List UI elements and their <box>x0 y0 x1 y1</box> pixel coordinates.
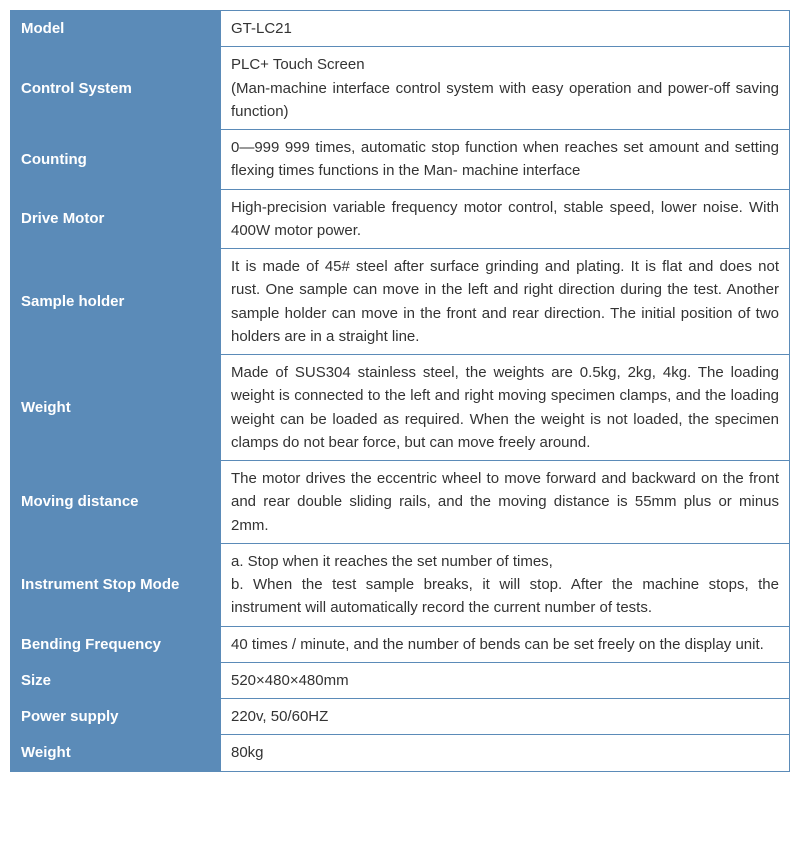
row-label: Sample holder <box>11 249 221 355</box>
row-label: Model <box>11 11 221 47</box>
table-row: Sample holderIt is made of 45# steel aft… <box>11 249 790 355</box>
table-row: WeightMade of SUS304 stainless steel, th… <box>11 355 790 461</box>
spec-table-body: ModelGT-LC21 Control SystemPLC+ Touch Sc… <box>11 11 790 772</box>
row-label: Power supply <box>11 699 221 735</box>
row-value: High-precision variable frequency motor … <box>221 189 790 249</box>
table-row: Drive MotorHigh-precision variable frequ… <box>11 189 790 249</box>
row-label: Drive Motor <box>11 189 221 249</box>
table-row: ModelGT-LC21 <box>11 11 790 47</box>
row-value: 0—999 999 times, automatic stop function… <box>221 130 790 190</box>
row-value: GT-LC21 <box>221 11 790 47</box>
row-value: 520×480×480mm <box>221 662 790 698</box>
row-label: Control System <box>11 47 221 130</box>
table-row: Counting0—999 999 times, automatic stop … <box>11 130 790 190</box>
row-value: The motor drives the eccentric wheel to … <box>221 461 790 544</box>
row-value: a. Stop when it reaches the set number o… <box>221 543 790 626</box>
table-row: Instrument Stop Modea. Stop when it reac… <box>11 543 790 626</box>
row-value: PLC+ Touch Screen(Man-machine interface … <box>221 47 790 130</box>
row-label: Size <box>11 662 221 698</box>
row-label: Counting <box>11 130 221 190</box>
table-row: Power supply220v, 50/60HZ <box>11 699 790 735</box>
table-row: Bending Frequency40 times / minute, and … <box>11 626 790 662</box>
row-label: Instrument Stop Mode <box>11 543 221 626</box>
row-label: Weight <box>11 735 221 771</box>
row-label: Bending Frequency <box>11 626 221 662</box>
table-row: Moving distanceThe motor drives the ecce… <box>11 461 790 544</box>
row-value: It is made of 45# steel after surface gr… <box>221 249 790 355</box>
spec-table: ModelGT-LC21 Control SystemPLC+ Touch Sc… <box>10 10 790 772</box>
row-value: Made of SUS304 stainless steel, the weig… <box>221 355 790 461</box>
row-value: 80kg <box>221 735 790 771</box>
table-row: Size520×480×480mm <box>11 662 790 698</box>
row-value: 220v, 50/60HZ <box>221 699 790 735</box>
row-label: Weight <box>11 355 221 461</box>
table-row: Weight80kg <box>11 735 790 771</box>
row-label: Moving distance <box>11 461 221 544</box>
row-value: 40 times / minute, and the number of ben… <box>221 626 790 662</box>
table-row: Control SystemPLC+ Touch Screen(Man-mach… <box>11 47 790 130</box>
